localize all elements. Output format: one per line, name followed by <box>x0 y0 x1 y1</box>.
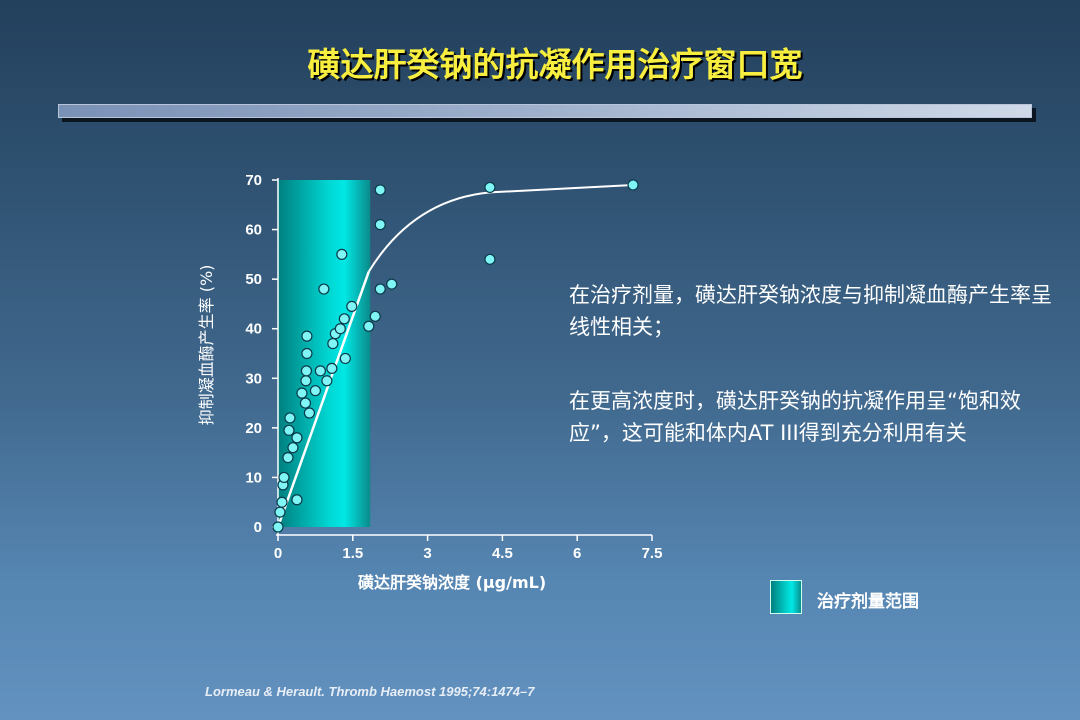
data-point <box>327 337 339 350</box>
data-point <box>374 219 386 231</box>
data-point <box>287 442 299 454</box>
data-point <box>282 452 294 464</box>
data-point <box>374 283 386 295</box>
y-axis-label-text: 抑制凝血酶产生率 (%) <box>197 264 216 426</box>
data-point <box>276 496 288 508</box>
linear-fit-line <box>276 271 370 528</box>
data-point <box>303 407 316 419</box>
x-tick-label: 4.5 <box>492 545 513 562</box>
data-point <box>299 397 312 409</box>
y-tick-label: 0 <box>254 519 262 536</box>
data-point <box>369 310 381 322</box>
saturation-fit-curve <box>367 183 634 273</box>
data-point <box>300 365 313 377</box>
data-point <box>272 521 284 533</box>
legend-therapeutic-range-swatch <box>770 580 802 614</box>
data-point <box>314 365 326 377</box>
slide-title: 磺达肝癸钠的抗凝作用治疗窗口宽 <box>307 45 803 84</box>
data-point <box>284 412 296 424</box>
x-tick-label: 1.5 <box>342 545 363 562</box>
data-point <box>278 471 290 484</box>
data-point <box>336 248 348 260</box>
data-point <box>363 320 375 332</box>
data-point <box>321 375 333 387</box>
x-axis-label: 磺达肝癸钠浓度 (μg/mL) <box>358 573 547 592</box>
data-point <box>386 278 398 290</box>
data-point <box>326 362 338 374</box>
data-point <box>300 375 312 387</box>
data-point <box>484 253 496 265</box>
legend-therapeutic-range-label: 治疗剂量范围 <box>817 592 919 612</box>
data-point <box>283 424 295 436</box>
data-point <box>334 323 346 335</box>
data-point <box>301 347 313 360</box>
therapeutic-range-band <box>278 180 371 527</box>
data-point <box>318 283 330 295</box>
data-point <box>346 300 358 313</box>
y-tick-label: 40 <box>245 321 262 338</box>
data-point <box>291 494 303 506</box>
paragraph-linear-correlation: 在治疗剂量，磺达肝癸钠浓度与抑制凝血酶产生率呈线性相关； <box>569 283 1052 339</box>
x-tick-label: 6 <box>573 545 581 562</box>
x-tick-label: 3 <box>423 545 431 562</box>
y-tick-label: 30 <box>245 370 262 387</box>
data-point <box>338 313 350 325</box>
citation: Lormeau & Herault. Thromb Haemost 1995;7… <box>205 684 535 699</box>
y-tick-label: 50 <box>245 271 262 288</box>
paragraph-saturation-effect: 在更高浓度时，磺达肝癸钠的抗凝作用呈“饱和效应”，这可能和体内AT III得到充… <box>569 389 1021 445</box>
y-tick-label: 10 <box>245 469 262 486</box>
data-point <box>374 184 386 196</box>
data-point <box>484 181 496 194</box>
data-point <box>296 387 308 399</box>
data-point <box>309 385 321 397</box>
y-tick-label: 70 <box>245 172 262 189</box>
data-point <box>301 330 313 342</box>
x-tick-label: 0 <box>274 545 282 562</box>
data-point <box>627 179 639 191</box>
y-tick-label: 60 <box>245 222 262 239</box>
data-point <box>274 506 286 518</box>
data-point <box>291 432 303 444</box>
data-point <box>339 352 351 365</box>
y-tick-label: 20 <box>245 420 262 437</box>
title-underline-bar <box>58 104 1032 118</box>
x-tick-label: 7.5 <box>642 545 663 562</box>
